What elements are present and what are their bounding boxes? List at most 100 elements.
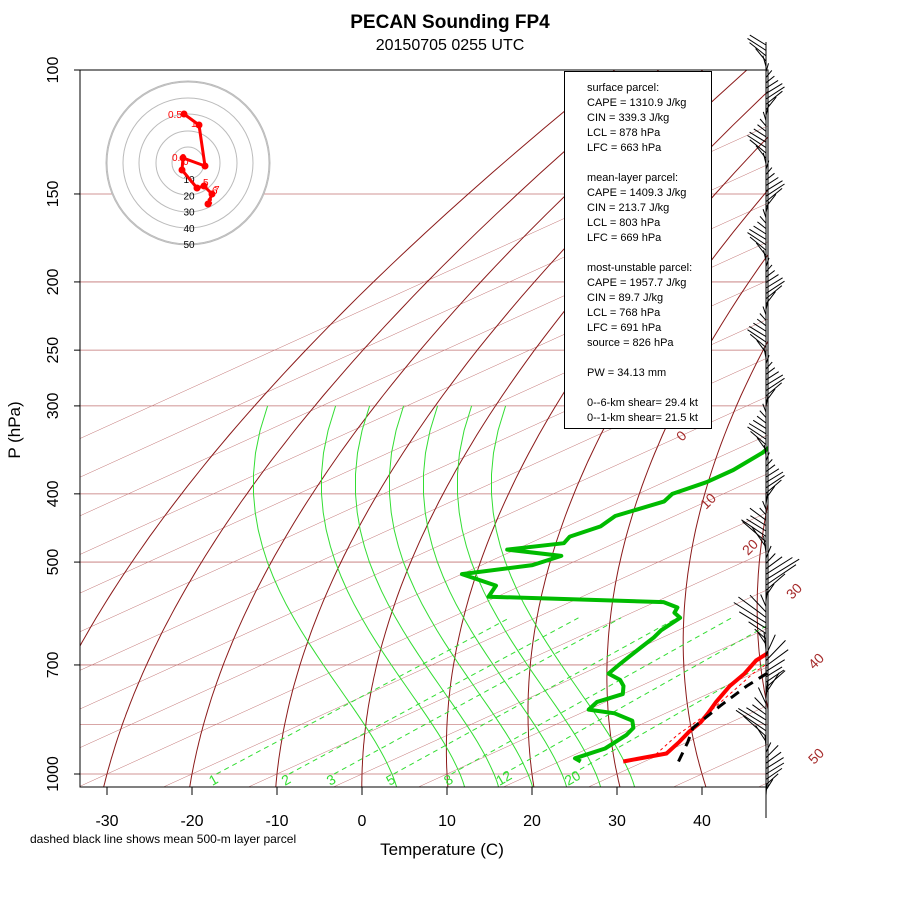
hodograph-ring-label: 40: [183, 224, 195, 235]
moist-adiabat-line: [423, 405, 568, 787]
wind-barb: [765, 468, 780, 478]
wind-barb: [765, 63, 769, 73]
wind-barb: [765, 374, 784, 386]
y-tick-label: 150: [45, 181, 62, 208]
wind-barb: [765, 556, 783, 570]
dry-adiabat-line: [361, 90, 768, 787]
wind-barb: [762, 111, 767, 121]
wind-barb: [765, 277, 783, 289]
hodograph-ring: [122, 97, 254, 229]
wind-barb: [765, 257, 770, 267]
mixing-ratio-line: [503, 624, 768, 775]
wind-barb: [762, 55, 767, 67]
wind-barb: [765, 767, 783, 780]
ml-lcl: LCL = 803 hPa: [587, 217, 661, 229]
hodograph-ring: [155, 130, 221, 196]
wind-barb: [756, 318, 767, 327]
mu-parcel-header: most-unstable parcel:: [587, 262, 693, 274]
hodograph-point: [178, 166, 186, 174]
hodograph-point: [204, 200, 212, 208]
wind-barb: [749, 42, 767, 57]
wind-barb: [765, 70, 773, 78]
isotherm-line: [80, 280, 768, 594]
wind-barb: [765, 762, 785, 775]
wind-barb: [757, 221, 767, 229]
hodograph-point: [180, 110, 188, 118]
wind-barb: [751, 526, 767, 548]
hodograph-ring: [138, 113, 238, 213]
chart-title: PECAN Sounding FP4: [350, 12, 550, 33]
wind-barb: [765, 361, 773, 370]
wind-barb: [765, 298, 769, 310]
wind-barb: [765, 285, 783, 300]
wind-barb: [759, 507, 767, 516]
wind-barb: [749, 139, 767, 154]
wind-barb: [765, 177, 779, 186]
wind-barb: [748, 621, 767, 635]
hodograph-point-label: 8: [207, 197, 213, 208]
wind-barb: [765, 778, 774, 791]
shear-0-6km: 0--6-km shear= 29.4 kt: [587, 397, 698, 409]
wind-barbs: [733, 34, 800, 818]
dry-adiabat-label: 30: [783, 580, 805, 602]
wind-barb: [765, 459, 773, 467]
isotherm-line: [417, 627, 768, 787]
wind-barb: [749, 325, 767, 338]
wind-barb: [765, 471, 784, 483]
wind-barb: [765, 666, 783, 678]
wind-barb: [738, 611, 767, 629]
isotherm-line: [757, 782, 768, 787]
wind-barb: [742, 521, 767, 543]
mu-lfc: LFC = 691 hPa: [587, 322, 662, 334]
moist-adiabat-line: [389, 405, 534, 787]
wind-barb: [765, 757, 784, 770]
isotherm-line: [80, 318, 768, 633]
moist-adiabat-line: [491, 405, 636, 787]
wind-barb: [759, 118, 767, 127]
wind-barb: [765, 83, 783, 95]
wind-barb: [753, 128, 767, 138]
wind-barb: [765, 377, 785, 392]
wind-barb: [765, 396, 769, 407]
hodograph-point-label: 5: [203, 178, 209, 189]
ml-lfc: LFC = 669 hPa: [587, 232, 662, 244]
wind-barb: [765, 79, 779, 89]
wind-barb: [765, 634, 776, 656]
wind-barb: [765, 183, 785, 197]
y-tick-label: 300: [45, 392, 62, 419]
mixing-ratio-label: 12: [493, 767, 515, 789]
surface-parcel-header: surface parcel:: [587, 82, 660, 94]
mixing-ratio-line: [333, 617, 622, 775]
hodograph-point-label: 6: [212, 186, 218, 197]
wind-barb: [757, 687, 767, 705]
ml-cin: CIN = 213.7 J/kg: [587, 202, 670, 214]
wind-barb: [765, 558, 800, 581]
ml-cape: CAPE = 1409.3 J/kg: [587, 187, 687, 199]
hodograph-ring-label: 30: [183, 208, 195, 219]
y-axis-label: P (hPa): [5, 401, 24, 458]
wind-barb: [750, 515, 767, 527]
chart-subtitle: 20150705 0255 UTC: [376, 37, 525, 54]
wind-barb: [741, 519, 767, 537]
ml-parcel-header: mean-layer parcel:: [587, 172, 679, 184]
wind-barb: [747, 426, 767, 440]
wind-barb: [765, 180, 783, 192]
wind-barb: [747, 135, 767, 149]
dry-adiabat-line: [80, 70, 616, 647]
wind-barb: [765, 201, 770, 213]
wind-barb: [765, 371, 779, 381]
shear-0-1km: 0--1-km shear= 21.5 kt: [587, 412, 698, 424]
wind-barb: [765, 591, 768, 602]
wind-barb: [765, 773, 779, 786]
x-tick-label: 40: [693, 813, 711, 830]
hodograph-ring-label: 50: [183, 240, 195, 251]
surface-cin: CIN = 339.3 J/kg: [587, 112, 670, 124]
wind-barb: [757, 631, 767, 645]
hodograph-point: [195, 121, 203, 129]
hodograph-point-label: 0.8: [172, 153, 186, 164]
wind-barb: [765, 167, 773, 175]
hodograph-point: [208, 190, 216, 198]
wind-barb: [765, 104, 770, 116]
isotherm-line: [80, 202, 768, 517]
